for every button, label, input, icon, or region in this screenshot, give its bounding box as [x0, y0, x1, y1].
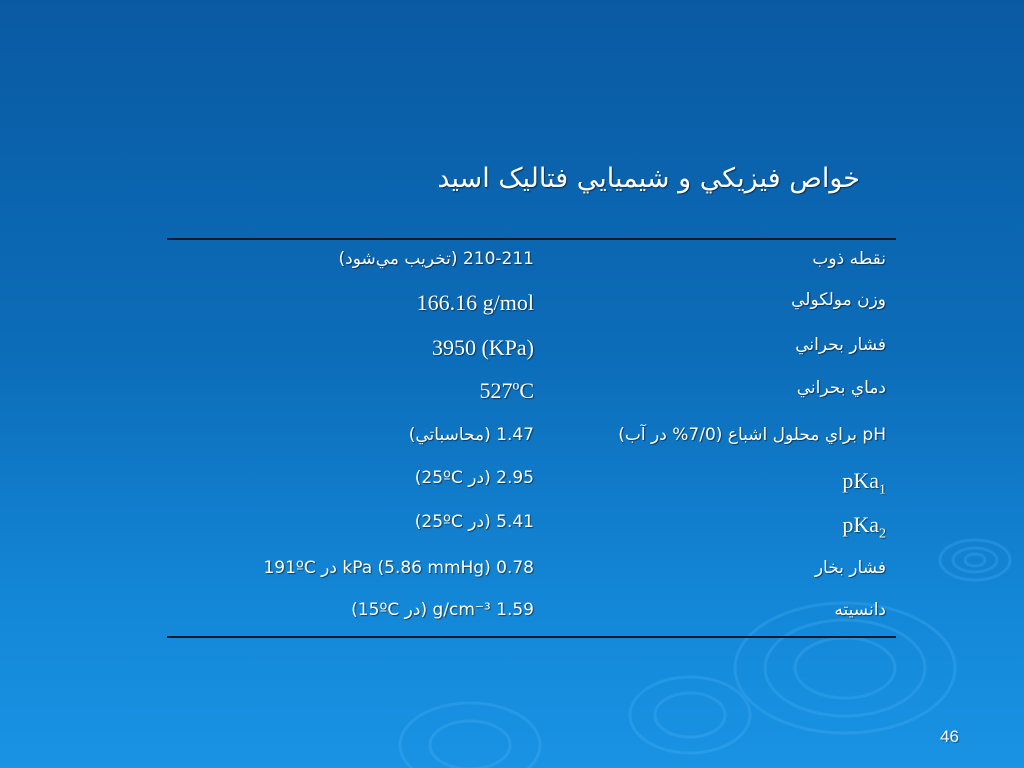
property-value: 210-211 (تخريب مي‌شود): [338, 249, 535, 269]
property-label: نقطه ذوب: [812, 249, 886, 269]
table-row: pH براي محلول اشباع (7/0% در آب) 1.47 (م…: [167, 425, 896, 465]
table-row: pKa1 2.95 (در 25ºC): [167, 468, 896, 508]
table-row: وزن مولكولي 166.16 g/mol: [167, 290, 896, 330]
property-label: فشار بخار: [814, 558, 886, 578]
table-row: فشار بحراني 3950 (KPa): [167, 335, 896, 375]
slide-title: خواص فيزيكي و شيميايي فتاليک اسيد: [437, 163, 860, 194]
property-value: 3950 (KPa): [431, 335, 534, 360]
property-label: دماي بحراني: [796, 378, 886, 398]
property-value: 1.59 g/cm⁻³ (در 15ºC): [351, 600, 534, 620]
property-value: 527ºC: [479, 378, 535, 403]
table-row: pKa2 5.41 (در 25ºC): [167, 512, 896, 552]
property-value: 1.47 (محاسباتي): [408, 425, 534, 445]
pka-text: pKa: [842, 512, 879, 537]
property-label: وزن مولكولي: [791, 290, 886, 310]
property-value: 5.41 (در 25ºC): [414, 512, 534, 532]
page-number: 46: [940, 727, 959, 746]
table-top-rule: [167, 238, 896, 240]
table-row: نقطه ذوب 210-211 (تخريب مي‌شود): [167, 249, 896, 289]
pka-subscript: 2: [879, 526, 886, 542]
property-value: 2.95 (در 25ºC): [414, 468, 534, 488]
property-label: فشار بحراني: [795, 335, 886, 355]
property-value: 0.78 kPa (5.86 mmHg) در 191ºC: [263, 558, 534, 578]
table-row: دانسيته 1.59 g/cm⁻³ (در 15ºC): [167, 600, 896, 640]
table-row: دماي بحراني 527ºC: [167, 378, 896, 418]
property-value: 166.16 g/mol: [416, 290, 534, 315]
property-label: pH براي محلول اشباع (7/0% در آب): [618, 425, 886, 445]
table-bottom-rule: [167, 636, 896, 638]
property-label: pKa1: [842, 468, 886, 498]
property-label: pKa2: [842, 512, 886, 542]
table-row: فشار بخار 0.78 kPa (5.86 mmHg) در 191ºC: [167, 558, 896, 598]
pka-subscript: 1: [879, 482, 886, 498]
pka-text: pKa: [842, 468, 879, 493]
property-label: دانسيته: [834, 600, 886, 620]
